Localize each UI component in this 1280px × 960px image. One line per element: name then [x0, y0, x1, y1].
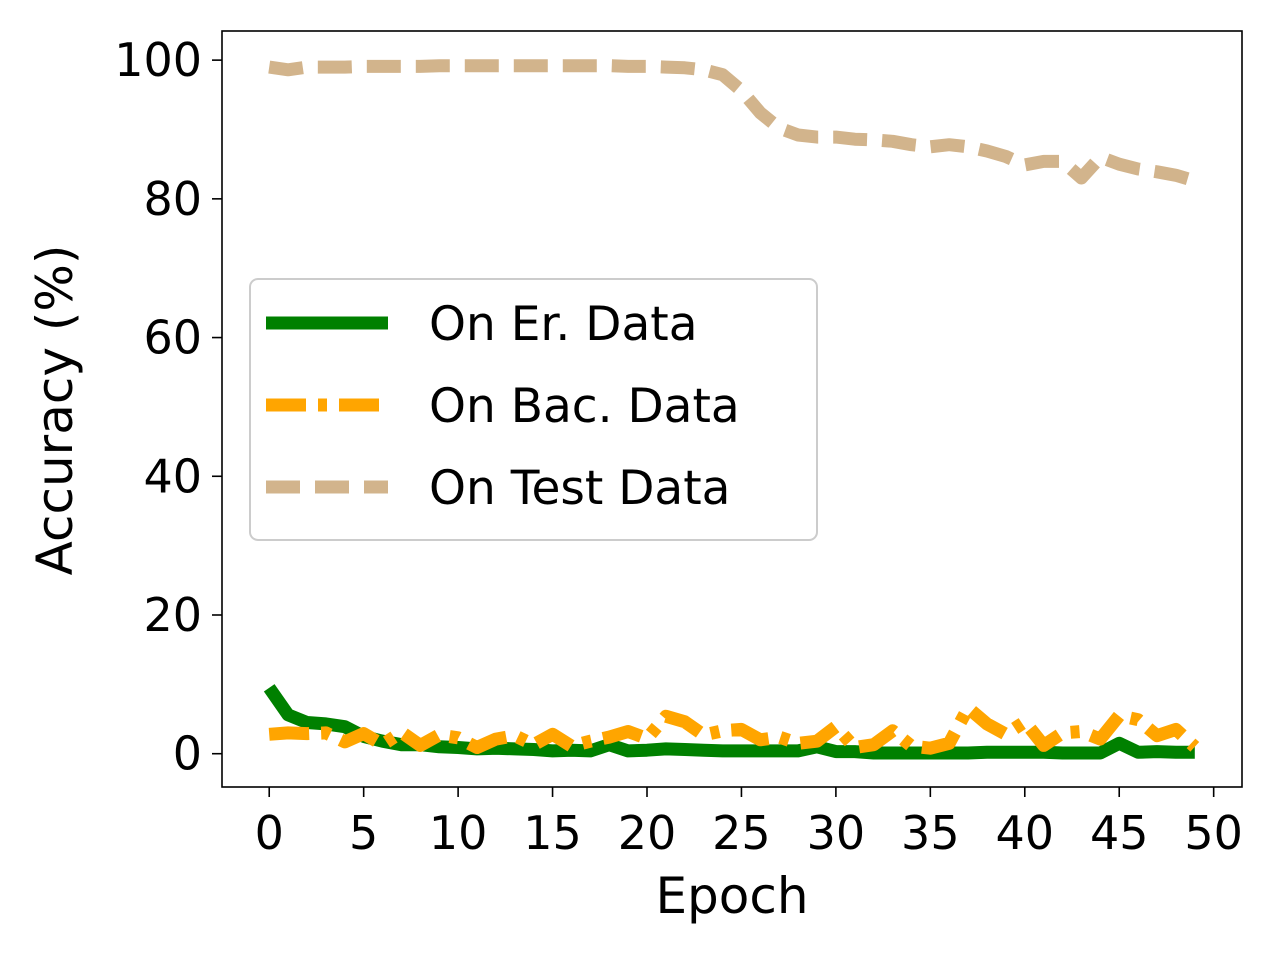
legend-label-2: On Bac. Data [429, 379, 740, 434]
y-ticks: 0 20 40 60 80 100 [114, 33, 222, 781]
series-line-2 [268, 701, 1200, 755]
x-tick-label: 45 [1090, 806, 1149, 860]
legend: On Er. Data On Bac. Data On Test Data [249, 278, 818, 541]
y-tick-label: 40 [143, 449, 202, 503]
legend-frame [249, 278, 818, 541]
x-tick-label: 0 [255, 806, 284, 860]
x-tick-label: 40 [996, 806, 1055, 860]
series-layer [263, 59, 1200, 760]
x-tick-label: 15 [523, 806, 582, 860]
y-tick-label: 60 [143, 311, 202, 365]
x-axis-label: Epoch [655, 867, 808, 925]
legend-items: On Er. Data On Bac. Data On Test Data [266, 297, 740, 516]
x-tick-label: 5 [349, 806, 378, 860]
x-ticks: 0 5 10 15 20 25 30 35 40 45 50 [255, 787, 1243, 860]
series-line-3 [268, 59, 1197, 188]
x-tick-label: 10 [429, 806, 488, 860]
x-tick-label: 35 [901, 806, 960, 860]
y-tick-label: 80 [143, 172, 202, 226]
legend-label-3: On Test Data [429, 461, 730, 516]
x-tick-label: 20 [618, 806, 677, 860]
x-tick-label: 30 [807, 806, 866, 860]
x-tick-label: 25 [712, 806, 771, 860]
plot-frame [221, 30, 1243, 788]
y-tick-label: 100 [114, 33, 202, 87]
x-tick-label: 50 [1184, 806, 1243, 860]
y-tick-label: 20 [143, 588, 202, 642]
legend-label-1: On Er. Data [429, 297, 698, 352]
y-tick-label: 0 [173, 727, 202, 781]
y-axis-label: Accuracy (%) [26, 245, 84, 576]
